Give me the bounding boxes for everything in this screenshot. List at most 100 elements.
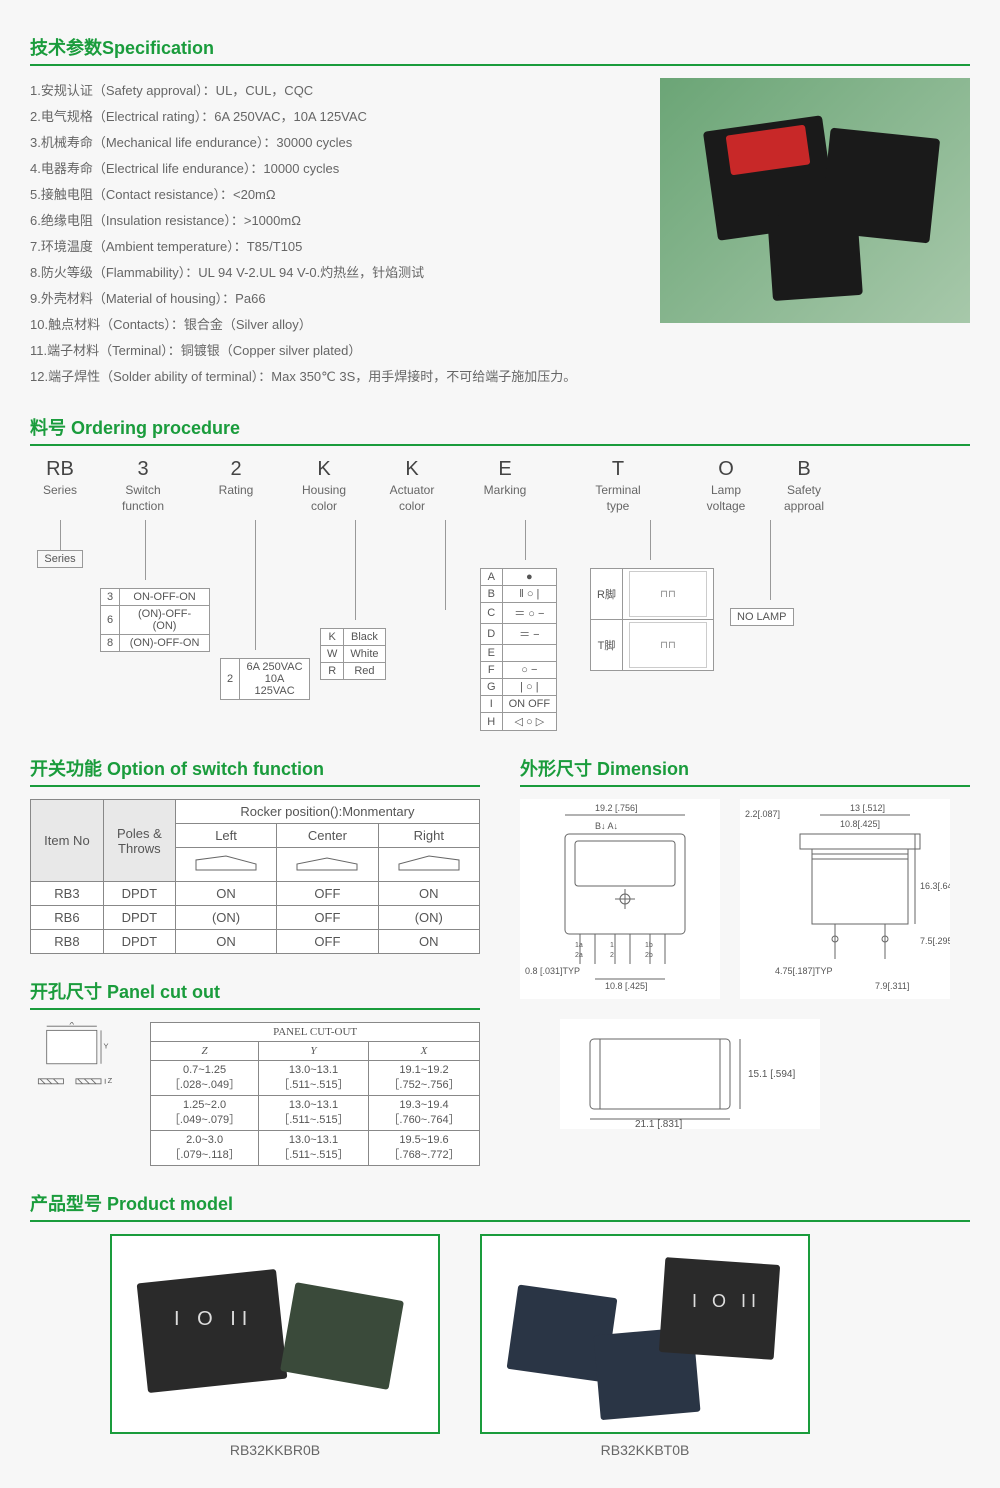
terminal-options: R脚⊓⊓ T脚⊓⊓	[590, 568, 714, 671]
func-cell: RB8	[31, 930, 104, 954]
rating-options: 26A 250VAC 10A 125VAC	[220, 658, 310, 700]
ordering-code: B	[774, 458, 834, 481]
ordering-col: TTerminal type	[558, 458, 678, 514]
func-cell: RB3	[31, 882, 104, 906]
option-cell: ON-OFF-ON	[120, 589, 210, 606]
product-row: I O II RB32KKBR0B I O II RB32KKBT0B	[110, 1234, 970, 1458]
option-cell: Red	[344, 663, 385, 680]
func-cell: RB6	[31, 906, 104, 930]
dimension-drawings: 19.2 [.756] B↓ A↓ 1a11b 2a22b 0.8 [.031]…	[520, 799, 970, 999]
spec-item: 5.接触电阻（Contact resistance）：<20mΩ	[30, 182, 640, 208]
dimension-cutout: 15.1 [.594] 21.1 [.831]	[560, 1019, 820, 1129]
option-cell: | ○ |	[502, 679, 557, 696]
spec-item: 12.端子焊性（Solder ability of terminal）：Max …	[30, 364, 640, 390]
svg-text:10.8 [.425]: 10.8 [.425]	[605, 981, 648, 991]
spec-item: 1.安规认证（Safety approval）：UL，CUL，CQC	[30, 78, 640, 104]
panel-cell: 2.0~3.0［.079~.118］	[151, 1131, 259, 1166]
func-cell: OFF	[277, 882, 378, 906]
panel-col: Y	[258, 1042, 368, 1061]
panel-section: X Y Z PANEL CUT-OUT ZYX 0.7~1.25［.028~.0…	[30, 1022, 480, 1166]
svg-text:4.75[.187]TYP: 4.75[.187]TYP	[775, 966, 833, 976]
option-cell: ＝ ○ −	[502, 603, 557, 624]
ordering-code: K	[372, 458, 452, 481]
option-cell: (ON)-OFF-(ON)	[120, 606, 210, 635]
ordering-label: Switch function	[98, 483, 188, 514]
ordering-code: K	[284, 458, 364, 481]
ordering-code: T	[558, 458, 678, 481]
option-cell: H	[481, 713, 503, 731]
svg-text:B↓ A↓: B↓ A↓	[595, 821, 618, 831]
spec-item: 10.触点材料（Contacts）：银合金（Silver alloy）	[30, 312, 640, 338]
spec-item: 6.绝缘电阻（Insulation resistance）：>1000mΩ	[30, 208, 640, 234]
option-cell: C	[481, 603, 503, 624]
switch-func-options: 3ON-OFF-ON6(ON)-OFF-(ON)8(ON)-OFF-ON	[100, 588, 210, 652]
ordering-col: EMarking	[460, 458, 550, 514]
ordering-title: 料号 Ordering procedure	[30, 414, 970, 446]
option-cell	[502, 645, 557, 662]
ordering-col: RB Series	[30, 458, 90, 514]
option-cell: A	[481, 569, 503, 586]
option-cell: 2	[221, 659, 240, 700]
panel-cutout-table: PANEL CUT-OUT ZYX 0.7~1.25［.028~.049］13.…	[150, 1022, 480, 1166]
option-cell: E	[481, 645, 503, 662]
ordering-label: Housing color	[284, 483, 364, 514]
col-left: Left	[175, 824, 276, 848]
svg-text:0.8 [.031]TYP: 0.8 [.031]TYP	[525, 966, 580, 976]
option-cell: ◁ ○ ▷	[502, 713, 557, 731]
svg-text:7.5[.295]: 7.5[.295]	[920, 936, 950, 946]
spec-item: 9.外壳材料（Material of housing）：Pa66	[30, 286, 640, 312]
func-cell: (ON)	[378, 906, 479, 930]
option-cell: 8	[101, 635, 120, 652]
panel-cell: 13.0~13.1［.511~.515］	[258, 1096, 368, 1131]
switch-function-table: Item No Poles &Throws Rocker position():…	[30, 799, 480, 954]
ordering-label: Lamp voltage	[686, 483, 766, 514]
lamp-option: NO LAMP	[730, 608, 794, 626]
spec-image	[660, 78, 970, 323]
spec-item: 2.电气规格（Electrical rating）：6A 250VAC，10A …	[30, 104, 640, 130]
dimension-title: 外形尺寸 Dimension	[520, 755, 970, 787]
ordering-label: Series	[30, 483, 90, 499]
spec-row: 1.安规认证（Safety approval）：UL，CUL，CQC2.电气规格…	[30, 78, 970, 390]
func-cell: ON	[175, 930, 276, 954]
func-cell: OFF	[277, 906, 378, 930]
ordering-col: 2Rating	[196, 458, 276, 514]
rocker-center-icon	[277, 848, 378, 882]
panel-diagram: X Y Z	[30, 1022, 130, 1097]
col-poles: Poles &Throws	[103, 800, 175, 882]
svg-text:13 [.512]: 13 [.512]	[850, 803, 885, 813]
ordering-diagram: RBSeries3Switch function2RatingKHousing …	[30, 458, 970, 731]
option-cell: White	[344, 646, 385, 663]
option-cell: ‖ ○ |	[502, 586, 557, 603]
rocker-right-icon	[378, 848, 479, 882]
ordering-label: Actuator color	[372, 483, 452, 514]
ordering-col: 3Switch function	[98, 458, 188, 514]
spec-item: 3.机械寿命（Mechanical life endurance）：30000 …	[30, 130, 640, 156]
ordering-col: KActuator color	[372, 458, 452, 514]
dimension-side: 2.2[.087] 13 [.512] 10.8[.425] 16.3[.642…	[740, 799, 950, 999]
ordering-col: OLamp voltage	[686, 458, 766, 514]
ordering-code: RB	[30, 458, 90, 481]
option-cell: ＝ −	[502, 624, 557, 645]
spec-item: 11.端子材料（Terminal）：铜镀银（Copper silver plat…	[30, 338, 640, 364]
func-cell: OFF	[277, 930, 378, 954]
product-card-1: I O II RB32KKBR0B	[110, 1234, 440, 1458]
svg-text:19.2 [.756]: 19.2 [.756]	[595, 803, 638, 813]
ordering-label: Marking	[460, 483, 550, 499]
svg-text:Y: Y	[104, 1042, 109, 1051]
option-cell: Black	[344, 629, 385, 646]
svg-text:1: 1	[610, 942, 614, 949]
spec-title: 技术参数Specification	[30, 34, 970, 66]
panel-table-title: PANEL CUT-OUT	[151, 1023, 480, 1042]
col-right: Right	[378, 824, 479, 848]
col-itemno: Item No	[31, 800, 104, 882]
func-cell: DPDT	[103, 930, 175, 954]
svg-text:Z: Z	[108, 1076, 113, 1085]
option-cell: 6	[101, 606, 120, 635]
svg-text:7.9[.311]: 7.9[.311]	[875, 981, 909, 991]
svg-text:2.2[.087]: 2.2[.087]	[745, 809, 780, 819]
option-cell: R	[321, 663, 344, 680]
option-cell: G	[481, 679, 503, 696]
option-cell: ●	[502, 569, 557, 586]
rocker-header: Rocker position():Monmentary	[175, 800, 479, 824]
col-center: Center	[277, 824, 378, 848]
